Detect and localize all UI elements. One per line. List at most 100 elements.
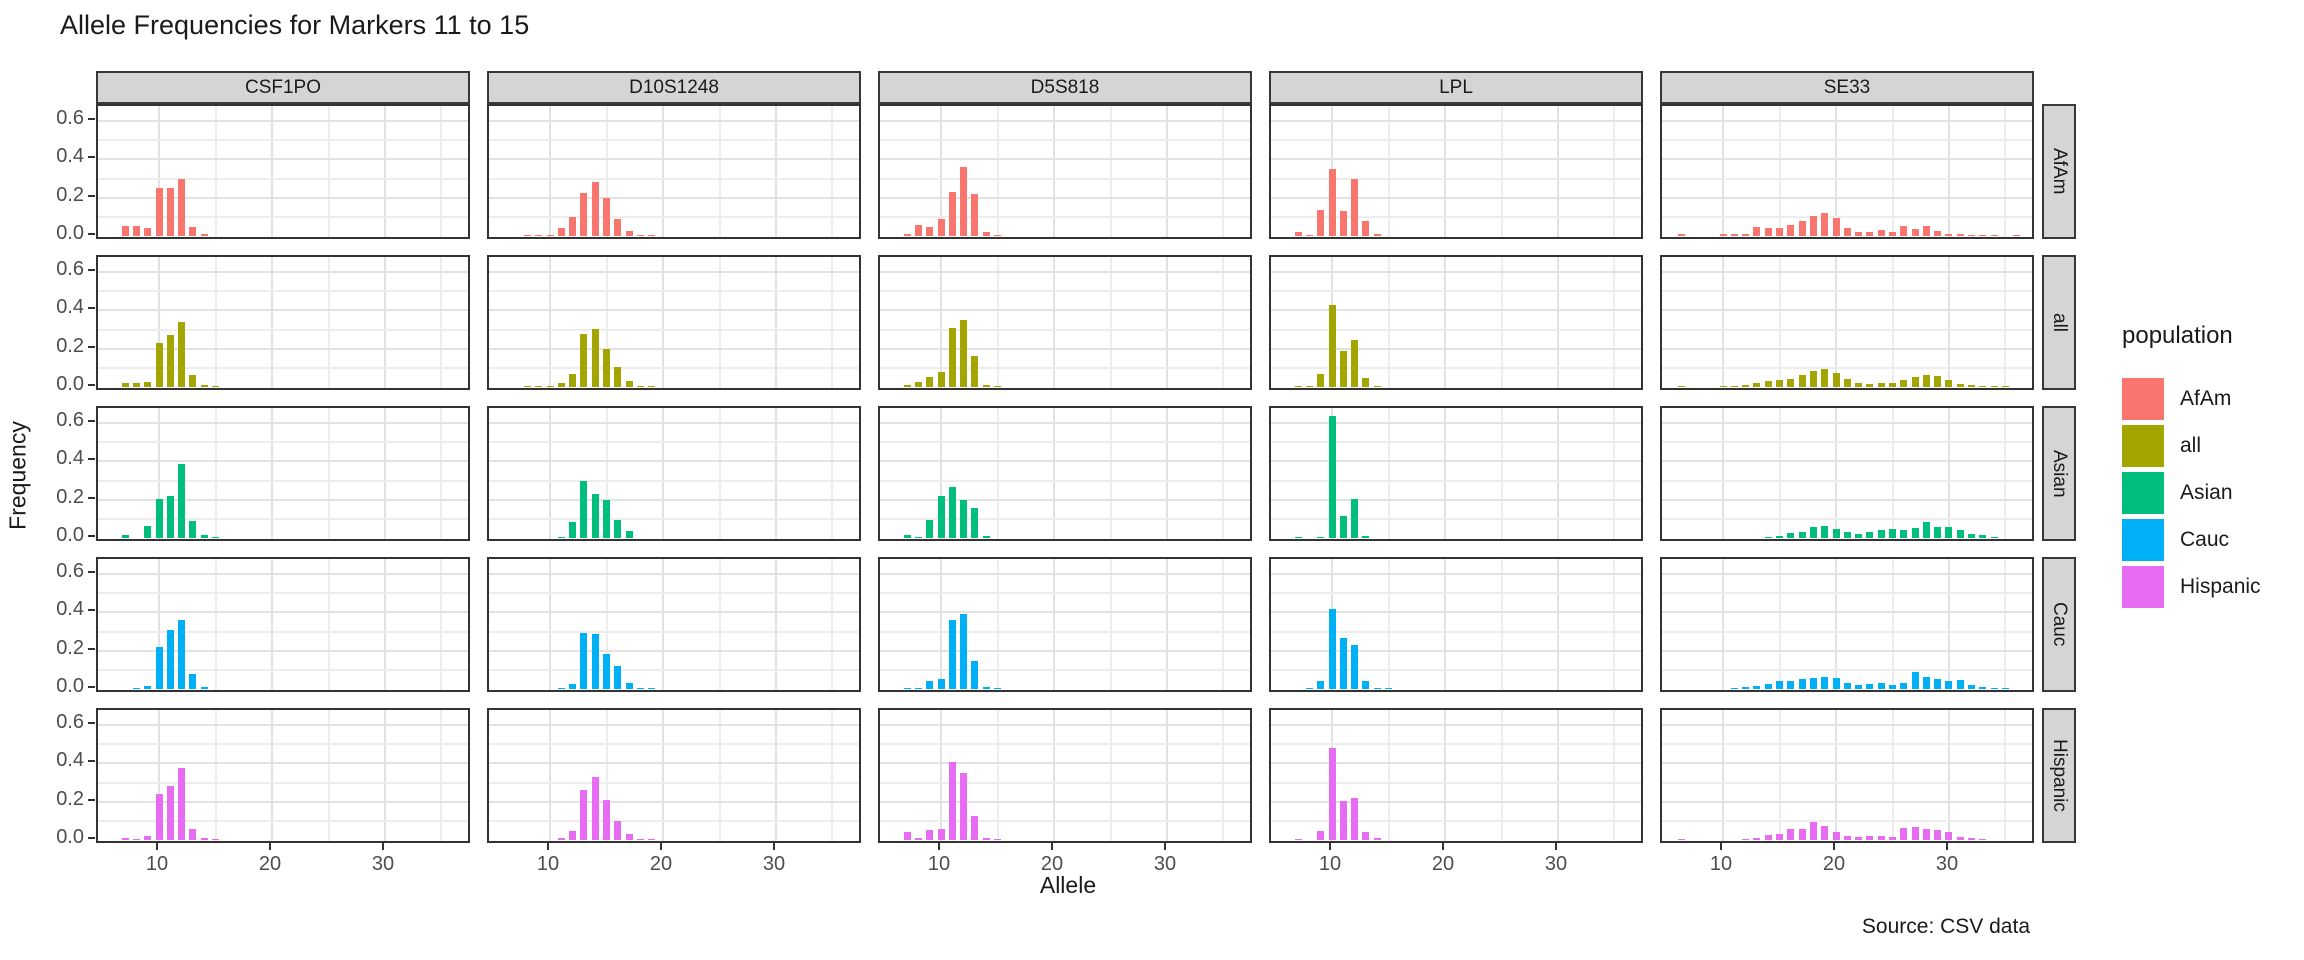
bar (960, 614, 968, 689)
bar (212, 536, 219, 538)
bar (914, 225, 922, 236)
gridline-v (327, 710, 330, 841)
bar (1956, 680, 1964, 689)
bar (1362, 832, 1370, 840)
gridline-v (1109, 408, 1112, 539)
gridline-v (1835, 710, 1837, 841)
gridline-v (271, 559, 273, 690)
x-tick (1720, 843, 1722, 850)
gridline-v (940, 559, 942, 690)
bar (569, 684, 577, 689)
gridline-v (2004, 106, 2007, 237)
gridline-h (489, 366, 859, 369)
gridline-h (1271, 158, 1641, 161)
y-tick-label: 0.6 (56, 258, 84, 281)
facet-panel (96, 104, 470, 239)
facet-panel (878, 708, 1252, 843)
bar (937, 679, 945, 689)
facet-panel (487, 406, 861, 541)
gridline-v (605, 106, 608, 237)
legend-swatch (2122, 472, 2164, 514)
bar (1753, 686, 1761, 689)
bar (557, 228, 565, 236)
gridline-h (880, 347, 1250, 350)
gridline-v (1109, 257, 1112, 388)
gridline-h (1271, 630, 1641, 633)
facet-panel (487, 255, 861, 390)
bar (200, 234, 208, 236)
facet-panel (487, 708, 861, 843)
gridline-v (158, 408, 160, 539)
facet-row-strip: Hispanic (2042, 708, 2076, 843)
bar (1317, 536, 1325, 538)
bar (994, 687, 1001, 689)
bar (960, 319, 968, 387)
bar (1945, 681, 1953, 689)
facet-panel (1269, 255, 1643, 390)
bar (1821, 825, 1829, 840)
x-tick-label: 20 (1431, 853, 1455, 875)
x-tick (1554, 843, 1557, 850)
bar (971, 661, 979, 689)
bar (1742, 687, 1750, 689)
bar (1339, 800, 1347, 840)
bar (121, 534, 129, 538)
gridline-v (271, 408, 273, 539)
gridline-h (880, 215, 1250, 218)
bar (546, 385, 554, 387)
y-tick (88, 647, 95, 650)
bar (1866, 231, 1874, 236)
y-tick-label: 0.0 (56, 524, 84, 546)
facet-panel (487, 557, 861, 692)
gridline-h (489, 781, 859, 784)
gridline-v (1778, 710, 1781, 841)
facet-panel (1269, 406, 1643, 541)
gridline-h (1271, 517, 1641, 520)
gridline-v (158, 710, 160, 841)
bar (1821, 676, 1829, 689)
gridline-v (718, 106, 721, 237)
bar (994, 838, 1001, 840)
gridline-h (489, 762, 859, 765)
gridline-v (1387, 257, 1390, 388)
bar (960, 167, 968, 236)
bar (948, 327, 956, 387)
bar (1990, 687, 1998, 689)
gridline-v (383, 106, 386, 237)
gridline-v (1387, 106, 1390, 237)
gridline-h (1662, 517, 2032, 520)
gridline-h (489, 479, 859, 482)
bar (1877, 530, 1885, 538)
bar (903, 687, 911, 689)
bar (1351, 178, 1359, 236)
gridline-v (1444, 106, 1446, 237)
bar (200, 837, 208, 840)
bar (523, 385, 531, 387)
bar (178, 321, 186, 387)
gridline-h (1662, 290, 2032, 293)
bar (1911, 671, 1919, 689)
gridline-h (98, 196, 468, 199)
bar (1934, 526, 1942, 538)
bar (1776, 681, 1783, 689)
bar (1968, 838, 1976, 840)
gridline-v (1778, 559, 1781, 690)
gridline-h (880, 819, 1250, 822)
bar (971, 508, 979, 538)
bar (914, 382, 922, 387)
gridline-h (98, 460, 468, 463)
gridline-v (1222, 257, 1225, 388)
gridline-v (996, 710, 999, 841)
facet-panel (1660, 406, 2034, 541)
bar (591, 182, 599, 236)
bar (1373, 385, 1381, 387)
y-tick (88, 156, 95, 159)
gridline-h (98, 139, 468, 142)
bar (1990, 385, 1998, 387)
facet-panel (1660, 557, 2034, 692)
gridline-h (1662, 196, 2032, 199)
gridline-h (1271, 139, 1641, 142)
gridline-v (1222, 559, 1225, 690)
gridline-h (1662, 611, 2032, 614)
bar (1373, 234, 1381, 236)
